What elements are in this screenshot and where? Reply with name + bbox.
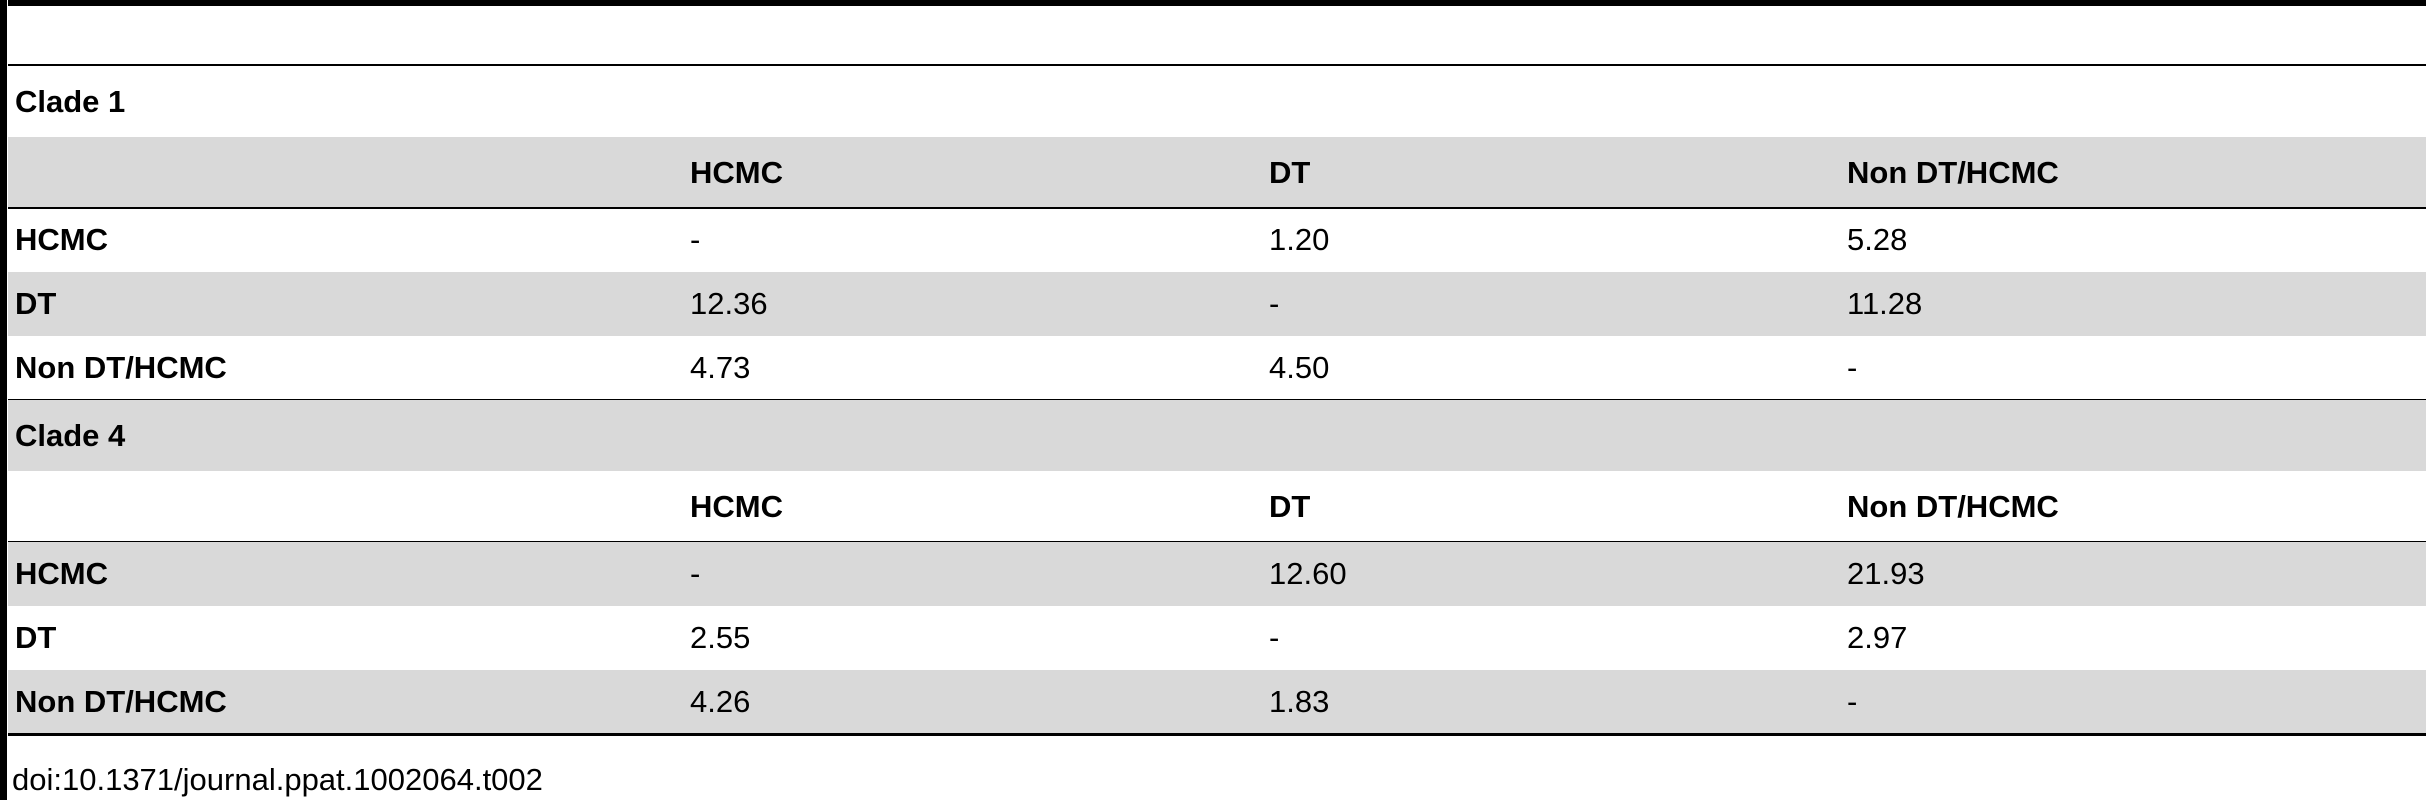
value-cell: 2.55 xyxy=(690,620,751,655)
value-cell: - xyxy=(1847,684,1858,719)
value-cell: - xyxy=(1269,286,1280,321)
data-row: Non DT/HCMC 4.26 1.83 - xyxy=(8,670,2426,734)
section-title-row: Clade 1 xyxy=(8,66,2426,137)
value-cell: 12.60 xyxy=(1269,556,1347,591)
value-cell: - xyxy=(690,222,701,257)
data-row: HCMC - 12.60 21.93 xyxy=(8,542,2426,606)
left-bar xyxy=(0,0,7,800)
column-header: Non DT/HCMC xyxy=(1847,488,2059,524)
header-row: HCMC DT Non DT/HCMC xyxy=(8,471,2426,542)
value-cell: 4.26 xyxy=(690,684,751,719)
section-title-row: Clade 4 xyxy=(8,400,2426,471)
value-cell: - xyxy=(1269,620,1280,655)
section-title: Clade 4 xyxy=(15,417,126,453)
column-header: DT xyxy=(1269,488,1311,524)
data-row: HCMC - 1.20 5.28 xyxy=(8,208,2426,272)
column-header: HCMC xyxy=(690,488,783,524)
row-label: HCMC xyxy=(15,222,108,257)
value-cell: 1.20 xyxy=(1269,222,1330,257)
value-cell: 2.97 xyxy=(1847,620,1908,655)
column-header: DT xyxy=(1269,154,1311,190)
row-label: Non DT/HCMC xyxy=(15,350,227,385)
column-header: Non DT/HCMC xyxy=(1847,154,2059,190)
rule xyxy=(8,733,2426,736)
value-cell: 11.28 xyxy=(1847,286,1923,321)
row-label: DT xyxy=(15,620,57,655)
row-label: DT xyxy=(15,286,57,321)
top-rule xyxy=(8,0,2426,6)
value-cell: 12.36 xyxy=(690,286,768,321)
value-cell: - xyxy=(1847,350,1858,385)
row-label: Non DT/HCMC xyxy=(15,684,227,719)
value-cell: 21.93 xyxy=(1847,556,1925,591)
data-row: Non DT/HCMC 4.73 4.50 - xyxy=(8,336,2426,400)
section-title: Clade 1 xyxy=(15,83,126,119)
value-cell: - xyxy=(690,556,701,591)
value-cell: 4.50 xyxy=(1269,350,1330,385)
value-cell: 4.73 xyxy=(690,350,751,385)
rule xyxy=(8,64,2426,66)
header-row: HCMC DT Non DT/HCMC xyxy=(8,137,2426,208)
row-label: HCMC xyxy=(15,556,108,591)
value-cell: 1.83 xyxy=(1269,684,1330,719)
data-row: DT 2.55 - 2.97 xyxy=(8,606,2426,670)
column-header: HCMC xyxy=(690,154,783,190)
rule xyxy=(8,207,2426,209)
data-row: DT 12.36 - 11.28 xyxy=(8,272,2426,336)
value-cell: 5.28 xyxy=(1847,222,1908,257)
doi: doi:10.1371/journal.ppat.1002064.t002 xyxy=(12,762,543,797)
